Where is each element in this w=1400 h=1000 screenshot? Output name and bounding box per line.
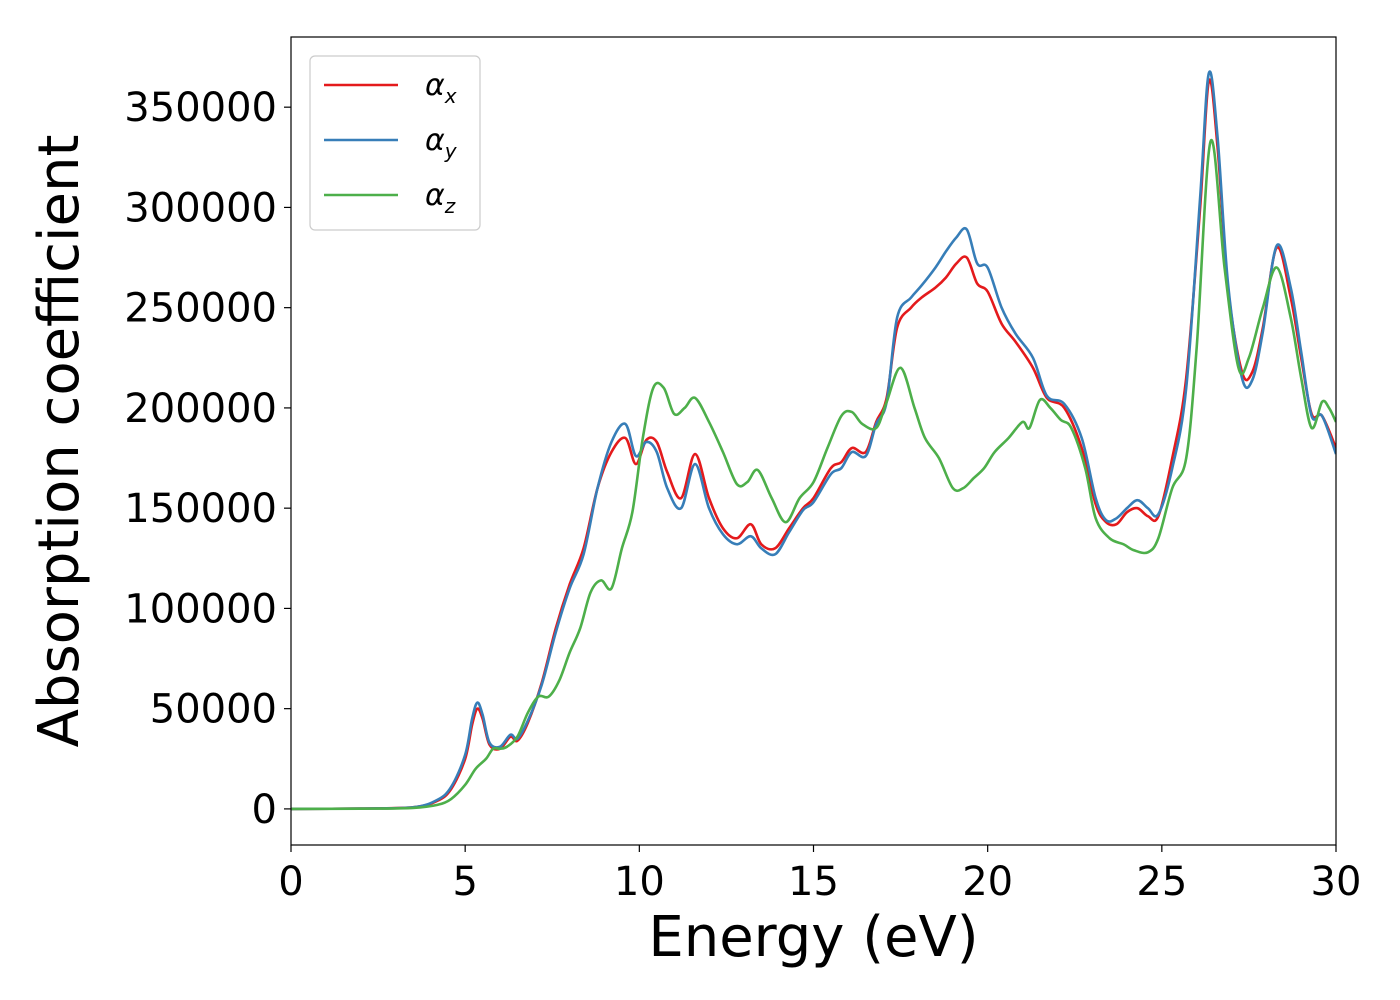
x-tick-label: 30 [1311,859,1362,905]
x-tick-label: 5 [452,859,477,905]
plot-area [291,70,1336,811]
y-axis-ticks: 0 50000 100000 150000 200000 250000 300000 3500… [124,85,291,833]
y-tick-label: 150000 [124,486,277,532]
y-tick-label: 300000 [124,185,277,231]
series-line-y [291,70,1336,811]
x-tick-label: 0 [278,859,303,905]
y-axis-label: Absorption coefficient [27,135,92,748]
legend-label-z: αz [425,178,456,218]
y-tick-label: 50000 [150,687,277,733]
x-tick-label: 10 [614,859,665,905]
x-tick-label: 15 [788,859,839,905]
x-axis-label: Energy (eV) [648,905,978,970]
series-line-z [291,138,1336,811]
x-tick-label: 25 [1136,859,1187,905]
y-tick-label: 350000 [124,85,277,131]
y-tick-label: 250000 [124,286,277,332]
legend-box [309,55,481,231]
x-tick-label: 20 [962,859,1013,905]
x-axis-ticks: 0 5 10 15 20 25 30 [278,845,1361,905]
legend-label-y: αy [425,123,458,163]
y-tick-label: 100000 [124,586,277,632]
y-tick-label: 200000 [124,386,277,432]
legend-label-x: αx [425,68,457,108]
y-tick-label: 0 [252,787,277,833]
legend: αx αy αz [309,55,481,231]
